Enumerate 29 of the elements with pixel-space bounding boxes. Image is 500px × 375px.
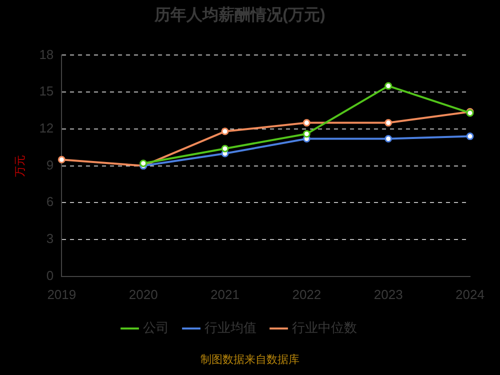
x-tick-label: 2022 xyxy=(292,286,322,302)
y-tick-label: 9 xyxy=(46,157,54,172)
chart-title: 历年人均薪酬情况(万元) xyxy=(154,6,326,24)
point xyxy=(302,130,310,138)
legend-label: 公司 xyxy=(142,320,169,336)
y-tick-label: 6 xyxy=(46,194,54,210)
y-tick-label: 18 xyxy=(39,46,54,62)
point xyxy=(221,144,229,152)
y-tick-label: 0 xyxy=(46,268,54,283)
point xyxy=(302,119,310,127)
y-axis-title: 万元 xyxy=(14,154,27,177)
x-tick-label: 2020 xyxy=(128,286,158,302)
point xyxy=(384,119,392,127)
x-tick-label: 2021 xyxy=(210,286,240,302)
text: 制图数据来自数据库 xyxy=(200,352,300,367)
x-tick-label: 2024 xyxy=(456,286,484,302)
legend-label: 行业均值 xyxy=(204,320,256,336)
x-tick-label: 2019 xyxy=(47,286,76,302)
point xyxy=(466,132,474,140)
point xyxy=(140,160,148,168)
y-tick-label: 3 xyxy=(46,231,54,246)
point xyxy=(384,82,392,90)
point xyxy=(384,135,392,143)
point xyxy=(58,156,66,164)
x-tick-label: 2023 xyxy=(374,286,403,302)
point xyxy=(221,128,229,136)
y-tick-label: 15 xyxy=(39,84,54,99)
y-tick-label: 12 xyxy=(39,120,54,136)
legend-label: 行业中位数 xyxy=(292,320,357,336)
